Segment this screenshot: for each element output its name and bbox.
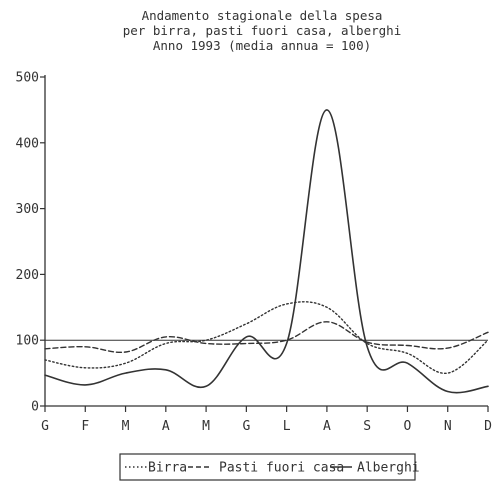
- legend-label-birra: Birra: [148, 461, 187, 476]
- x-tick-label: O: [404, 419, 412, 434]
- y-tick-label: 300: [16, 202, 39, 217]
- chart-title: Andamento stagionale della spesa per bir…: [123, 8, 401, 53]
- x-tick-label: N: [444, 419, 452, 434]
- chart-title-line-3: Anno 1993 (media annua = 100): [153, 38, 371, 53]
- series-line-birra: [44, 301, 489, 374]
- y-tick-label: 500: [16, 71, 39, 86]
- x-tick-label: A: [323, 419, 331, 434]
- series-line-pasti-fuori-casa: [44, 321, 489, 354]
- y-tick-label: 0: [31, 400, 39, 415]
- x-tick-label: M: [202, 419, 210, 434]
- y-tick-label: 100: [16, 334, 39, 349]
- x-tick-label: G: [242, 419, 250, 434]
- x-tick-label: S: [363, 419, 371, 434]
- chart-title-line-2: per birra, pasti fuori casa, alberghi: [123, 23, 401, 38]
- legend-label-alberghi: Alberghi: [357, 461, 420, 476]
- y-tick-label: 200: [16, 268, 39, 283]
- series-line-alberghi: [44, 109, 489, 394]
- x-tick-label: F: [81, 419, 89, 434]
- series-lines: [44, 109, 489, 394]
- chart-title-line-1: Andamento stagionale della spesa: [142, 8, 383, 23]
- x-tick-label: M: [122, 419, 130, 434]
- axes: 0 100 200 300 400 500 G F M A M G L A S O N D: [16, 71, 493, 435]
- legend: Birra Pasti fuori casa Alberghi: [119, 453, 420, 481]
- y-tick-label: 400: [16, 136, 39, 151]
- x-tick-label: G: [41, 419, 49, 434]
- x-tick-label: D: [484, 419, 492, 434]
- x-tick-label: A: [162, 419, 170, 434]
- legend-label-pasti-fuori-casa: Pasti fuori casa: [219, 461, 344, 476]
- legend-box: [119, 453, 416, 481]
- x-tick-label: L: [283, 419, 291, 434]
